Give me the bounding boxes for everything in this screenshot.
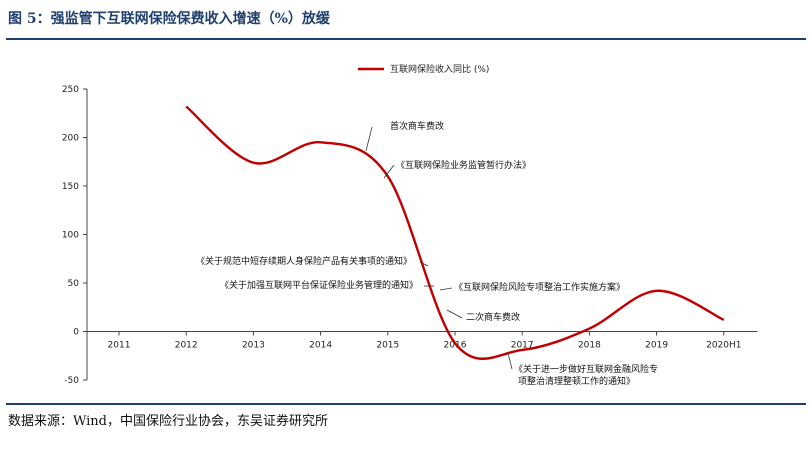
x-tick-label: 2016 [444, 341, 467, 351]
y-tick-label: 200 [62, 134, 79, 144]
series-line [185, 105, 725, 360]
x-tick-label: 2012 [175, 341, 198, 351]
x-tick-label: 2015 [376, 341, 399, 351]
x-tick-label: 2011 [108, 341, 131, 351]
x-tick-label: 2017 [511, 341, 534, 351]
annotation-label: 《关于加强互联网平台保证保险业务管理的通知》 [220, 279, 418, 291]
y-tick-label: 250 [62, 85, 79, 95]
y-tick-label: -50 [64, 376, 79, 386]
annotation-label: 《关于规范中短存续期人身保险产品有关事项的通知》 [196, 255, 412, 267]
annotation-label: 《互联网保险风险专项整治工作实施方案》 [454, 281, 625, 293]
y-tick-label: 50 [68, 279, 80, 289]
annotation-leader [446, 309, 463, 319]
annotation-leader [439, 287, 453, 291]
annotation-leader [507, 352, 513, 370]
x-tick-label: 2020H1 [706, 341, 741, 351]
annotation-leader [365, 126, 373, 152]
x-tick-label: 2018 [578, 341, 601, 351]
y-tick-label: 0 [73, 328, 79, 338]
annotation-label: 二次商车费改 [466, 311, 520, 323]
figure-title: 图 5：强监管下互联网保险保费收入增速（%）放缓 [8, 11, 330, 27]
annotation-leader [419, 261, 429, 267]
x-tick-label: 2013 [242, 341, 265, 351]
y-tick-label: 100 [62, 231, 79, 241]
title-rule [6, 38, 806, 40]
annotation-label: 项整治清理整顿工作的通知》 [518, 375, 635, 387]
source-note: 数据来源：Wind，中国保险行业协会，东吴证券研究所 [8, 414, 328, 429]
annotation-leader [383, 164, 395, 179]
annotation-label: 首次商车费改 [390, 120, 444, 132]
legend-label: 互联网保险收入同比 (%) [390, 63, 489, 75]
annotation-label: 《互联网保险业务监管暂行办法》 [396, 159, 531, 171]
source-rule [6, 403, 806, 405]
y-tick-label: 150 [62, 182, 79, 192]
x-tick-label: 2019 [645, 341, 668, 351]
x-tick-label: 2014 [309, 341, 332, 351]
annotation-label: 《关于进一步做好互联网金融风险专 [514, 363, 658, 375]
